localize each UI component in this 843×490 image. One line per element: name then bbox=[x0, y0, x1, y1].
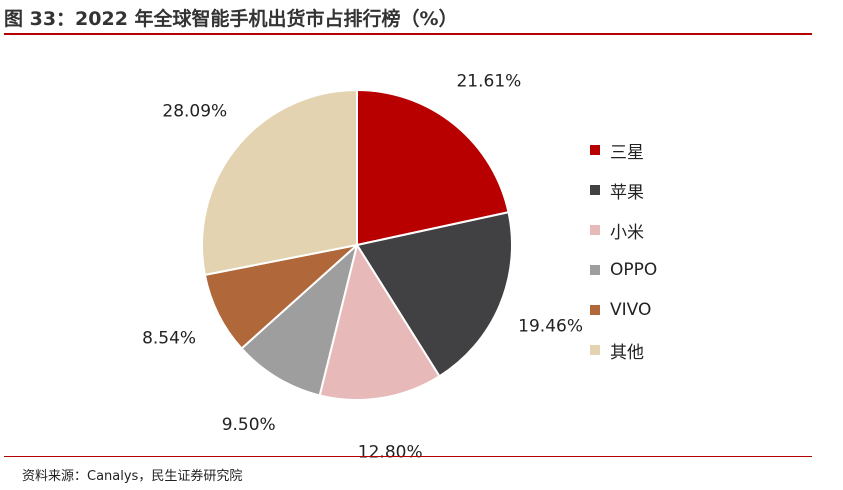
legend-swatch bbox=[590, 145, 600, 155]
legend-label: OPPO bbox=[610, 260, 658, 280]
data-label-0: 21.61% bbox=[456, 72, 521, 92]
legend-item-2: 小米 bbox=[590, 210, 657, 250]
data-label-1: 19.46% bbox=[518, 317, 583, 337]
legend-item-3: OPPO bbox=[590, 250, 657, 290]
legend-item-4: VIVO bbox=[590, 290, 657, 330]
pie-slice-4 bbox=[203, 244, 358, 350]
legend-swatch bbox=[590, 305, 600, 315]
legend-label: VIVO bbox=[610, 300, 652, 320]
pie-slice-1 bbox=[356, 211, 513, 378]
legend-item-5: 其他 bbox=[590, 330, 657, 370]
source-note: 资料来源：Canalys，民生证券研究院 bbox=[22, 469, 243, 484]
data-labels: 21.61% 19.46% 12.80% 9.50% 8.54% 28.09% bbox=[142, 72, 583, 463]
legend-swatch bbox=[590, 225, 600, 235]
pie-slices bbox=[200, 89, 513, 401]
legend-label: 小米 bbox=[610, 222, 644, 243]
legend-label: 三星 bbox=[610, 142, 644, 163]
pie-slice-5 bbox=[200, 89, 358, 276]
legend-swatch bbox=[590, 185, 600, 195]
pie-slice-2 bbox=[318, 244, 441, 401]
pie-slice-3 bbox=[240, 244, 358, 397]
legend-label: 其他 bbox=[610, 342, 644, 363]
source-divider bbox=[4, 456, 812, 457]
pie-slice-0 bbox=[356, 89, 510, 246]
data-label-3: 9.50% bbox=[222, 415, 276, 435]
figure-title: 图 33：2022 年全球智能手机出货市占排行榜（%） bbox=[4, 8, 458, 30]
data-label-4: 8.54% bbox=[142, 329, 196, 349]
data-label-2: 12.80% bbox=[358, 442, 423, 462]
legend-swatch bbox=[590, 345, 600, 355]
legend-swatch bbox=[590, 265, 600, 275]
data-label-5: 28.09% bbox=[162, 102, 227, 122]
legend-item-1: 苹果 bbox=[590, 170, 657, 210]
legend-label: 苹果 bbox=[610, 182, 644, 203]
chart-legend: 三星苹果小米 OPPO VIVO 其他 bbox=[590, 130, 657, 370]
title-divider bbox=[4, 33, 812, 35]
legend-item-0: 三星 bbox=[590, 130, 657, 170]
